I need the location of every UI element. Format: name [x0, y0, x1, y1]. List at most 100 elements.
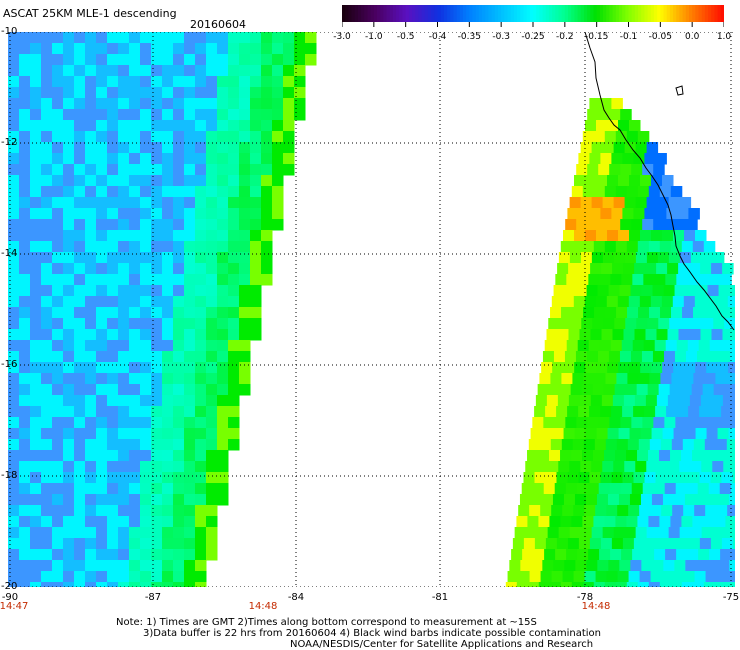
wind-cell — [586, 351, 599, 363]
wind-cell — [206, 175, 218, 187]
lon-label: -84 — [287, 592, 305, 603]
wind-cell — [700, 263, 712, 275]
wind-cell — [19, 472, 31, 484]
wind-cell — [558, 252, 571, 264]
wind-cell — [613, 252, 626, 264]
color-scale-step — [682, 5, 687, 22]
wind-cell — [63, 505, 75, 517]
wind-cell — [52, 252, 64, 264]
wind-cell — [283, 76, 295, 88]
wind-cell — [598, 483, 611, 495]
wind-cell — [74, 164, 86, 176]
wind-cell — [151, 549, 163, 561]
wind-cell — [707, 351, 720, 363]
wind-cell — [261, 32, 273, 44]
wind-cell — [118, 329, 130, 341]
wind-cell — [555, 340, 568, 352]
wind-cell — [566, 340, 579, 352]
wind-cell — [217, 439, 229, 451]
wind-cell — [611, 538, 624, 550]
wind-cell — [607, 362, 619, 374]
wind-cell — [625, 318, 637, 330]
wind-cell — [162, 197, 174, 209]
wind-cell — [618, 362, 630, 374]
wind-cell — [151, 285, 163, 297]
wind-cell — [151, 362, 163, 374]
wind-cell — [677, 406, 689, 418]
wind-cell — [623, 263, 635, 275]
wind-cell — [41, 395, 53, 407]
wind-cell — [669, 318, 681, 330]
wind-cell — [74, 285, 86, 297]
wind-cell — [41, 472, 53, 484]
wind-cell — [611, 98, 623, 110]
wind-cell — [19, 43, 31, 55]
wind-cell — [52, 109, 64, 121]
island-outline — [675, 85, 684, 96]
wind-cell — [118, 439, 130, 451]
wind-cell — [294, 76, 306, 88]
wind-cell — [217, 241, 229, 253]
wind-cell — [567, 538, 580, 550]
wind-cell — [63, 109, 75, 121]
wind-cell — [711, 263, 723, 275]
wind-cell — [600, 153, 612, 165]
wind-cell — [631, 219, 643, 231]
wind-cell — [107, 549, 119, 561]
wind-cell — [74, 54, 86, 66]
wind-cell — [562, 296, 575, 308]
wind-cell — [582, 516, 594, 528]
wind-cell — [41, 417, 53, 429]
wind-cell — [96, 241, 108, 253]
wind-cell — [228, 406, 240, 418]
wind-cell — [250, 32, 262, 44]
wind-cell — [129, 98, 141, 110]
wind-cell — [162, 373, 174, 385]
wind-cell — [8, 164, 20, 176]
wind-cell — [173, 582, 185, 587]
wind-cell — [228, 208, 240, 220]
wind-cell — [107, 274, 119, 286]
wind-cell — [675, 483, 688, 495]
wind-cell — [571, 241, 584, 253]
wind-cell — [118, 582, 130, 587]
wind-cell — [294, 87, 306, 99]
wind-cell — [118, 351, 130, 363]
wind-cell — [8, 54, 20, 66]
wind-cell — [228, 197, 240, 209]
wind-cell — [206, 307, 218, 319]
wind-cell — [140, 340, 152, 352]
wind-cell — [305, 32, 317, 44]
wind-cell — [586, 285, 599, 297]
wind-cell — [129, 461, 141, 473]
wind-cell — [184, 549, 196, 561]
wind-cell — [530, 428, 543, 440]
wind-cell — [140, 450, 152, 462]
wind-cell — [664, 219, 676, 231]
wind-cell — [129, 406, 141, 418]
wind-cell — [732, 406, 735, 418]
wind-cell — [239, 65, 251, 77]
color-scale-step — [644, 5, 649, 22]
wind-cell — [8, 120, 20, 132]
wind-cell — [85, 549, 97, 561]
wind-cell — [19, 428, 31, 440]
wind-cell — [719, 417, 731, 429]
wind-cell — [173, 483, 185, 495]
wind-cell — [173, 43, 185, 55]
wind-cell — [63, 197, 75, 209]
wind-cell — [41, 483, 53, 495]
wind-cell — [206, 362, 218, 374]
wind-cell — [118, 76, 130, 88]
wind-cell — [118, 208, 130, 220]
wind-cell — [74, 516, 86, 528]
wind-cell — [107, 571, 119, 583]
wind-cell — [228, 252, 240, 264]
wind-cell — [620, 483, 633, 495]
wind-cell — [206, 549, 218, 561]
wind-cell — [609, 219, 621, 231]
wind-cell — [228, 351, 240, 363]
wind-cell — [717, 362, 729, 374]
wind-cell — [85, 263, 97, 275]
color-scale-step — [574, 5, 579, 22]
